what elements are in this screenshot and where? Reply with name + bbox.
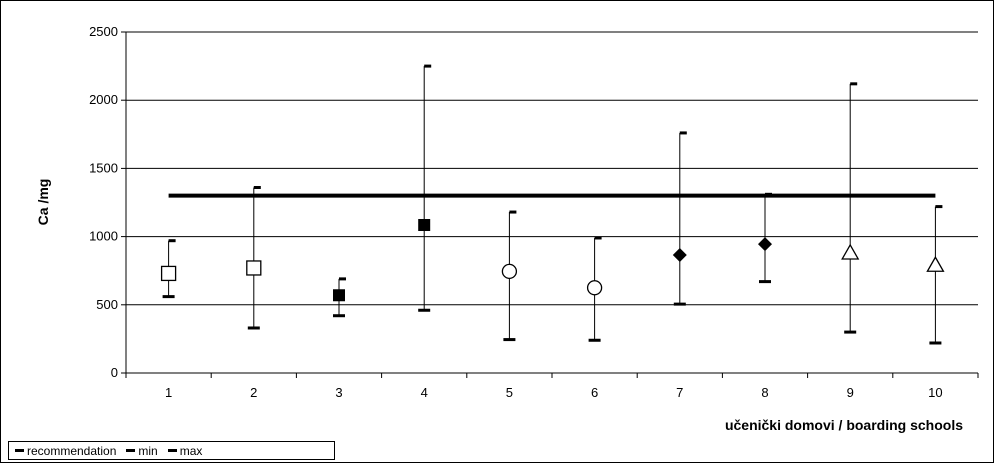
max-marker-7 bbox=[679, 131, 687, 135]
y-tick-label: 1000 bbox=[89, 229, 118, 244]
max-marker-6 bbox=[594, 236, 602, 240]
mean-marker-7 bbox=[672, 248, 687, 263]
legend-max-symbol bbox=[167, 449, 177, 452]
y-tick-label: 1500 bbox=[89, 160, 118, 175]
mean-marker-6 bbox=[586, 280, 603, 296]
legend-recommendation-symbol bbox=[15, 449, 24, 452]
mean-marker-5 bbox=[501, 263, 518, 280]
legend-min-symbol bbox=[126, 449, 136, 452]
max-marker-5 bbox=[509, 210, 517, 214]
min-marker-10 bbox=[929, 341, 942, 345]
mean-marker-3 bbox=[333, 289, 345, 302]
y-tick-label: 2000 bbox=[89, 92, 118, 107]
min-marker-3 bbox=[333, 314, 345, 318]
min-marker-5 bbox=[503, 338, 516, 342]
y-tick-label: 0 bbox=[111, 365, 118, 380]
max-marker-4 bbox=[424, 64, 432, 68]
legend-recommendation-label: recommendation bbox=[27, 443, 117, 458]
mean-marker-10 bbox=[926, 255, 945, 272]
legend-item-recommendation: recommendation bbox=[15, 444, 116, 458]
min-marker-8 bbox=[759, 280, 771, 284]
axes bbox=[121, 31, 979, 378]
y-tick-label: 2500 bbox=[89, 24, 118, 39]
x-tick-label-9: 9 bbox=[847, 385, 854, 400]
min-marker-4 bbox=[418, 308, 431, 312]
x-tick-label-3: 3 bbox=[335, 385, 342, 400]
max-marker-10 bbox=[935, 205, 943, 209]
x-tick-label-7: 7 bbox=[676, 385, 683, 400]
max-marker-1 bbox=[168, 239, 176, 243]
legend-item-max: max bbox=[167, 443, 203, 458]
y-axis-label: Ca /mg bbox=[35, 179, 51, 226]
legend-min-label: min bbox=[138, 443, 158, 458]
min-marker-2 bbox=[247, 326, 260, 330]
x-tick-label-4: 4 bbox=[421, 385, 428, 400]
gridlines bbox=[126, 31, 978, 306]
mean-marker-4 bbox=[418, 219, 431, 232]
min-marker-7 bbox=[673, 302, 686, 306]
x-tick-label-10: 10 bbox=[928, 385, 942, 400]
min-marker-6 bbox=[588, 338, 601, 342]
max-marker-8 bbox=[765, 192, 772, 196]
legend: recommendation min max bbox=[8, 441, 335, 460]
legend-max-label: max bbox=[179, 443, 203, 458]
y-tick-label: 500 bbox=[96, 297, 118, 312]
mean-marker-8 bbox=[758, 237, 772, 252]
legend-item-min: min bbox=[126, 443, 158, 458]
max-marker-3 bbox=[339, 277, 346, 281]
mean-marker-1 bbox=[160, 265, 177, 282]
data-marks bbox=[160, 64, 945, 345]
mean-marker-2 bbox=[246, 260, 262, 276]
mean-marker-9 bbox=[841, 243, 860, 260]
x-tick-label-8: 8 bbox=[761, 385, 768, 400]
min-marker-1 bbox=[162, 295, 175, 299]
x-tick-label-1: 1 bbox=[165, 385, 172, 400]
tick-labels: 0 500 1000 1500 2000 2500 1 2 3 4 5 6 7 8 9 10 bbox=[89, 24, 943, 400]
x-tick-label-5: 5 bbox=[506, 385, 513, 400]
x-tick-label-2: 2 bbox=[250, 385, 257, 400]
x-tick-label-6: 6 bbox=[591, 385, 598, 400]
x-axis-label: učenički domovi / boarding schools bbox=[725, 417, 963, 433]
max-marker-2 bbox=[253, 185, 261, 189]
max-marker-9 bbox=[850, 82, 858, 86]
min-marker-9 bbox=[844, 330, 857, 334]
